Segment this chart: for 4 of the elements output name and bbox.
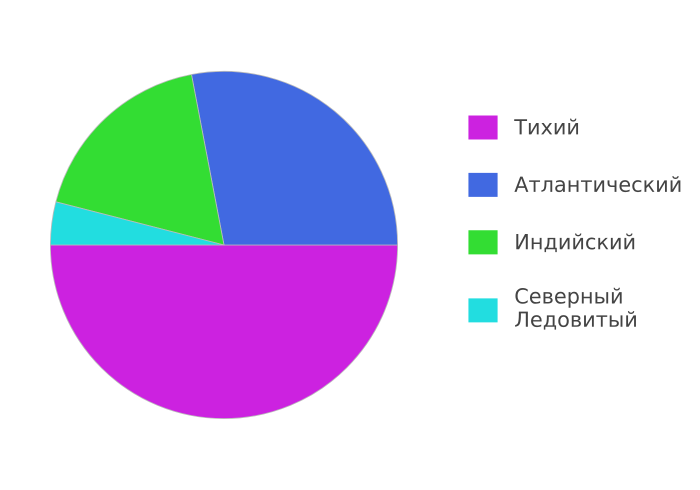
legend-label: Тихий [514,118,578,134]
legend-label: Атлантический [514,176,680,192]
legend-label: Северный Ледовитый [515,288,636,330]
legend-label: Индийский [516,233,634,252]
